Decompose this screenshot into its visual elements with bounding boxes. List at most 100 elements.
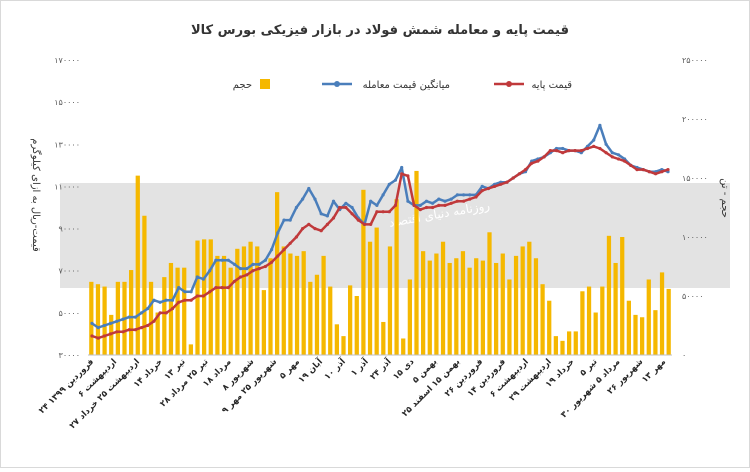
avg-price-point xyxy=(301,197,305,201)
volume-bar xyxy=(334,324,339,355)
base-price-point xyxy=(381,210,385,214)
avg-price-point xyxy=(468,193,472,197)
right-tick-label: ۵۰۰۰۰ xyxy=(682,292,703,301)
volume-bar xyxy=(547,300,552,355)
volume-bar xyxy=(255,246,260,355)
volume-bars xyxy=(89,170,671,355)
volume-bar xyxy=(580,291,585,355)
volume-bar xyxy=(275,192,280,355)
avg-price-point xyxy=(96,326,100,330)
volume-bar xyxy=(460,251,466,355)
avg-price-point xyxy=(263,258,267,262)
avg-price-point xyxy=(195,275,199,279)
avg-price-point xyxy=(146,307,150,311)
avg-price-point xyxy=(598,123,602,127)
base-price-point xyxy=(307,222,311,226)
base-price-point xyxy=(115,330,119,334)
base-price-point xyxy=(437,203,441,207)
volume-bar xyxy=(288,253,293,355)
avg-price-point xyxy=(455,193,459,197)
volume-bar xyxy=(115,281,120,355)
base-price-point xyxy=(468,197,472,201)
volume-bar xyxy=(195,240,200,355)
avg-price-point xyxy=(102,323,106,328)
avg-price-point xyxy=(387,182,391,186)
legend-avg-marker xyxy=(334,81,340,87)
volume-bar xyxy=(341,336,346,355)
base-price-point xyxy=(635,168,639,172)
avg-price-point xyxy=(232,262,237,266)
volume-bar xyxy=(666,288,671,355)
volume-bar xyxy=(142,215,147,355)
avg-price-point xyxy=(282,218,286,222)
avg-price-point xyxy=(214,258,218,262)
base-price-point xyxy=(220,286,224,290)
left-axis-title: قیمت-ریال به ازای کیلوگرم xyxy=(30,138,42,252)
base-price-point xyxy=(133,328,137,332)
legend: حجم میانگین قیمت معامله قیمت پایه xyxy=(233,79,572,91)
volume-bar xyxy=(494,262,499,355)
legend-base-marker xyxy=(506,81,512,87)
volume-bar xyxy=(268,258,273,355)
base-price-point xyxy=(406,174,410,178)
avg-price-point xyxy=(393,178,398,182)
avg-price-point xyxy=(152,298,156,302)
right-tick-label: ۲۰۰۰۰۰ xyxy=(682,115,708,124)
volume-bar xyxy=(487,232,492,355)
avg-price-point xyxy=(121,317,125,321)
base-price-point xyxy=(387,210,391,214)
base-price-point xyxy=(424,205,429,210)
volume-bar xyxy=(520,246,525,355)
volume-bar xyxy=(434,253,439,355)
avg-price-point xyxy=(437,197,441,201)
avg-price-point xyxy=(164,298,168,302)
volume-bar xyxy=(567,331,572,355)
volume-bar xyxy=(593,312,598,355)
volume-bar xyxy=(367,241,373,355)
avg-price-point xyxy=(344,201,348,205)
left-tick-label: ۱۷۰۰۰۰ xyxy=(54,56,80,65)
base-price-point xyxy=(139,326,144,330)
base-price-point xyxy=(567,149,571,153)
base-price-point xyxy=(554,149,559,153)
avg-price-point xyxy=(424,199,429,203)
base-price-point xyxy=(208,290,212,294)
left-tick-label: ۵۰۰۰۰ xyxy=(59,309,80,318)
base-price-point xyxy=(474,195,478,199)
base-price-point xyxy=(245,273,249,277)
volume-bar xyxy=(361,189,366,355)
avg-price-point xyxy=(245,267,249,271)
base-price-point xyxy=(443,203,447,207)
volume-bar xyxy=(235,248,240,355)
volume-bar xyxy=(513,255,519,355)
volume-bar xyxy=(308,281,313,355)
base-price-point xyxy=(375,210,379,214)
volume-bar xyxy=(447,262,452,355)
base-price-point xyxy=(270,260,274,264)
avg-price-point xyxy=(369,199,373,203)
avg-price-point xyxy=(400,165,404,170)
volume-bar xyxy=(155,312,160,355)
base-price-point xyxy=(530,161,534,165)
base-price-point xyxy=(288,241,292,245)
left-tick-label: ۷۰۰۰۰ xyxy=(59,267,80,276)
avg-price-point xyxy=(381,193,385,197)
avg-price-point xyxy=(226,258,230,262)
volume-bar xyxy=(500,253,505,355)
left-tick-label: ۱۵۰۰۰۰ xyxy=(54,98,80,107)
volume-bar xyxy=(421,251,426,355)
avg-price-point xyxy=(270,248,274,252)
base-price-point xyxy=(121,330,125,334)
avg-price-point xyxy=(592,138,596,142)
left-tick-label: ۱۳۰۰۰۰ xyxy=(54,140,80,149)
volume-bar xyxy=(148,281,154,355)
avg-price-point xyxy=(288,218,292,222)
volume-bar xyxy=(401,338,406,355)
price-lines xyxy=(90,123,670,340)
volume-bar xyxy=(533,258,539,355)
base-price-point xyxy=(201,294,206,298)
avg-price-point xyxy=(616,153,621,157)
avg-price-point xyxy=(449,197,453,201)
volume-bar xyxy=(454,258,459,355)
